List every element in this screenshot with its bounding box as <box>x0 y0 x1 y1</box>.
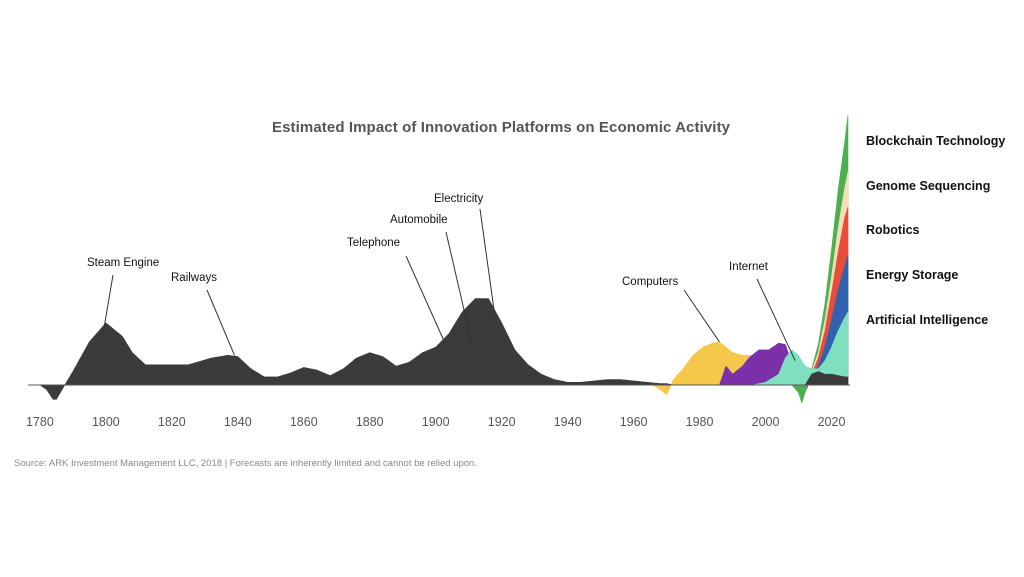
x-tick-label: 2000 <box>752 415 780 429</box>
x-tick-label: 1960 <box>620 415 648 429</box>
x-tick-label: 1840 <box>224 415 252 429</box>
x-tick-label: 1900 <box>422 415 450 429</box>
annotation-leader-line <box>206 289 235 356</box>
annotation-label: Internet <box>729 261 769 273</box>
annotation-label: Steam Engine <box>87 257 159 269</box>
x-tick-label: 1860 <box>290 415 318 429</box>
annotation-label: Telephone <box>347 237 400 249</box>
annotation-leader-line <box>102 274 114 337</box>
annotation-label: Automobile <box>390 214 448 226</box>
annotation-leader-line <box>683 289 720 343</box>
series-area-0 <box>39 298 674 400</box>
legend-item: Robotics <box>866 223 920 238</box>
series-area-8 <box>804 371 849 386</box>
x-tick-label: 2020 <box>818 415 846 429</box>
annotation-label: Electricity <box>434 193 483 205</box>
legend: Blockchain Technology Genome Sequencing Ro… <box>866 132 1005 355</box>
series-area-7 <box>752 311 849 386</box>
legend-item: Artificial Intelligence <box>866 312 989 327</box>
annotation-label: Computers <box>622 276 678 288</box>
x-tick-label: 1820 <box>158 415 186 429</box>
x-tick-label: 1980 <box>686 415 714 429</box>
legend-item: Blockchain Technology <box>866 134 1006 148</box>
annotation-leader-line <box>445 231 473 345</box>
legend-item: Energy Storage <box>866 268 959 283</box>
chart-title: Estimated Impact of Innovation Platforms… <box>272 119 731 136</box>
annotation-leader-line <box>479 208 496 318</box>
x-tick-label: 1780 <box>26 415 54 429</box>
annotation-leader-line <box>405 255 447 345</box>
annotation-layer: Steam Engine Railways Telephone Automobile E… <box>87 193 796 361</box>
x-tick-label: 1920 <box>488 415 516 429</box>
area-layer <box>39 114 849 404</box>
legend-item: Genome Sequencing <box>866 178 991 193</box>
annotation-label: Railways <box>171 272 217 284</box>
x-tick-label: 1800 <box>92 415 120 429</box>
x-tick-label: 1880 <box>356 415 384 429</box>
annotation-leader-line <box>756 278 796 361</box>
x-tick-label: 1940 <box>554 415 582 429</box>
source-note: Source: ARK Investment Management LLC, 2… <box>14 458 477 469</box>
x-tick-layer: 1780 1800 1820 1840 1860 1880 1900 1920 1940 1960… <box>26 415 845 429</box>
